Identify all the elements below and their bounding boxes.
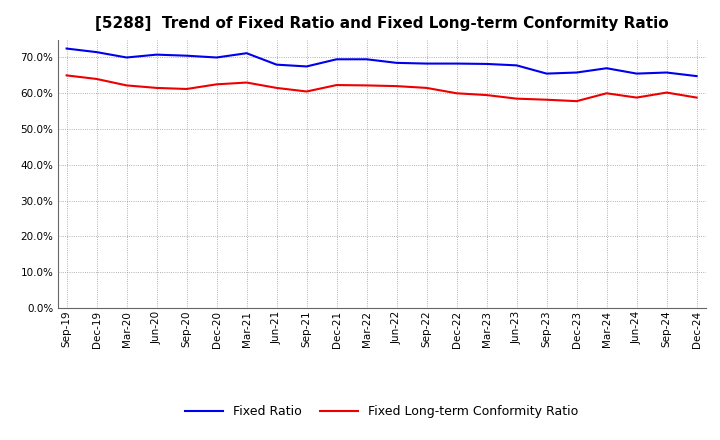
Fixed Long-term Conformity Ratio: [513, 96, 521, 101]
Fixed Ratio: [182, 53, 191, 59]
Fixed Ratio: [662, 70, 671, 75]
Fixed Ratio: [92, 49, 101, 55]
Fixed Ratio: [693, 73, 701, 79]
Fixed Long-term Conformity Ratio: [422, 85, 431, 91]
Fixed Ratio: [362, 57, 371, 62]
Fixed Long-term Conformity Ratio: [62, 73, 71, 78]
Fixed Ratio: [422, 61, 431, 66]
Fixed Long-term Conformity Ratio: [542, 97, 551, 103]
Legend: Fixed Ratio, Fixed Long-term Conformity Ratio: Fixed Ratio, Fixed Long-term Conformity …: [180, 400, 583, 423]
Fixed Long-term Conformity Ratio: [272, 85, 281, 91]
Fixed Ratio: [333, 57, 341, 62]
Fixed Long-term Conformity Ratio: [602, 91, 611, 96]
Fixed Ratio: [302, 64, 311, 69]
Fixed Ratio: [153, 52, 161, 57]
Line: Fixed Ratio: Fixed Ratio: [66, 48, 697, 76]
Fixed Long-term Conformity Ratio: [333, 82, 341, 88]
Fixed Ratio: [392, 60, 401, 66]
Fixed Long-term Conformity Ratio: [362, 83, 371, 88]
Fixed Long-term Conformity Ratio: [153, 85, 161, 91]
Fixed Ratio: [62, 46, 71, 51]
Fixed Ratio: [452, 61, 461, 66]
Fixed Long-term Conformity Ratio: [92, 76, 101, 81]
Fixed Long-term Conformity Ratio: [212, 82, 221, 87]
Fixed Ratio: [572, 70, 581, 75]
Fixed Long-term Conformity Ratio: [452, 91, 461, 96]
Fixed Long-term Conformity Ratio: [632, 95, 641, 100]
Line: Fixed Long-term Conformity Ratio: Fixed Long-term Conformity Ratio: [66, 75, 697, 101]
Fixed Long-term Conformity Ratio: [482, 92, 491, 98]
Fixed Long-term Conformity Ratio: [392, 84, 401, 89]
Fixed Ratio: [272, 62, 281, 67]
Fixed Ratio: [212, 55, 221, 60]
Fixed Ratio: [482, 61, 491, 66]
Fixed Long-term Conformity Ratio: [572, 99, 581, 104]
Title: [5288]  Trend of Fixed Ratio and Fixed Long-term Conformity Ratio: [5288] Trend of Fixed Ratio and Fixed Lo…: [95, 16, 668, 32]
Fixed Ratio: [602, 66, 611, 71]
Fixed Ratio: [242, 51, 251, 56]
Fixed Ratio: [632, 71, 641, 76]
Fixed Long-term Conformity Ratio: [693, 95, 701, 100]
Fixed Long-term Conformity Ratio: [302, 89, 311, 94]
Fixed Ratio: [513, 63, 521, 68]
Fixed Long-term Conformity Ratio: [242, 80, 251, 85]
Fixed Ratio: [542, 71, 551, 76]
Fixed Ratio: [122, 55, 131, 60]
Fixed Long-term Conformity Ratio: [662, 90, 671, 95]
Fixed Long-term Conformity Ratio: [182, 86, 191, 92]
Fixed Long-term Conformity Ratio: [122, 83, 131, 88]
